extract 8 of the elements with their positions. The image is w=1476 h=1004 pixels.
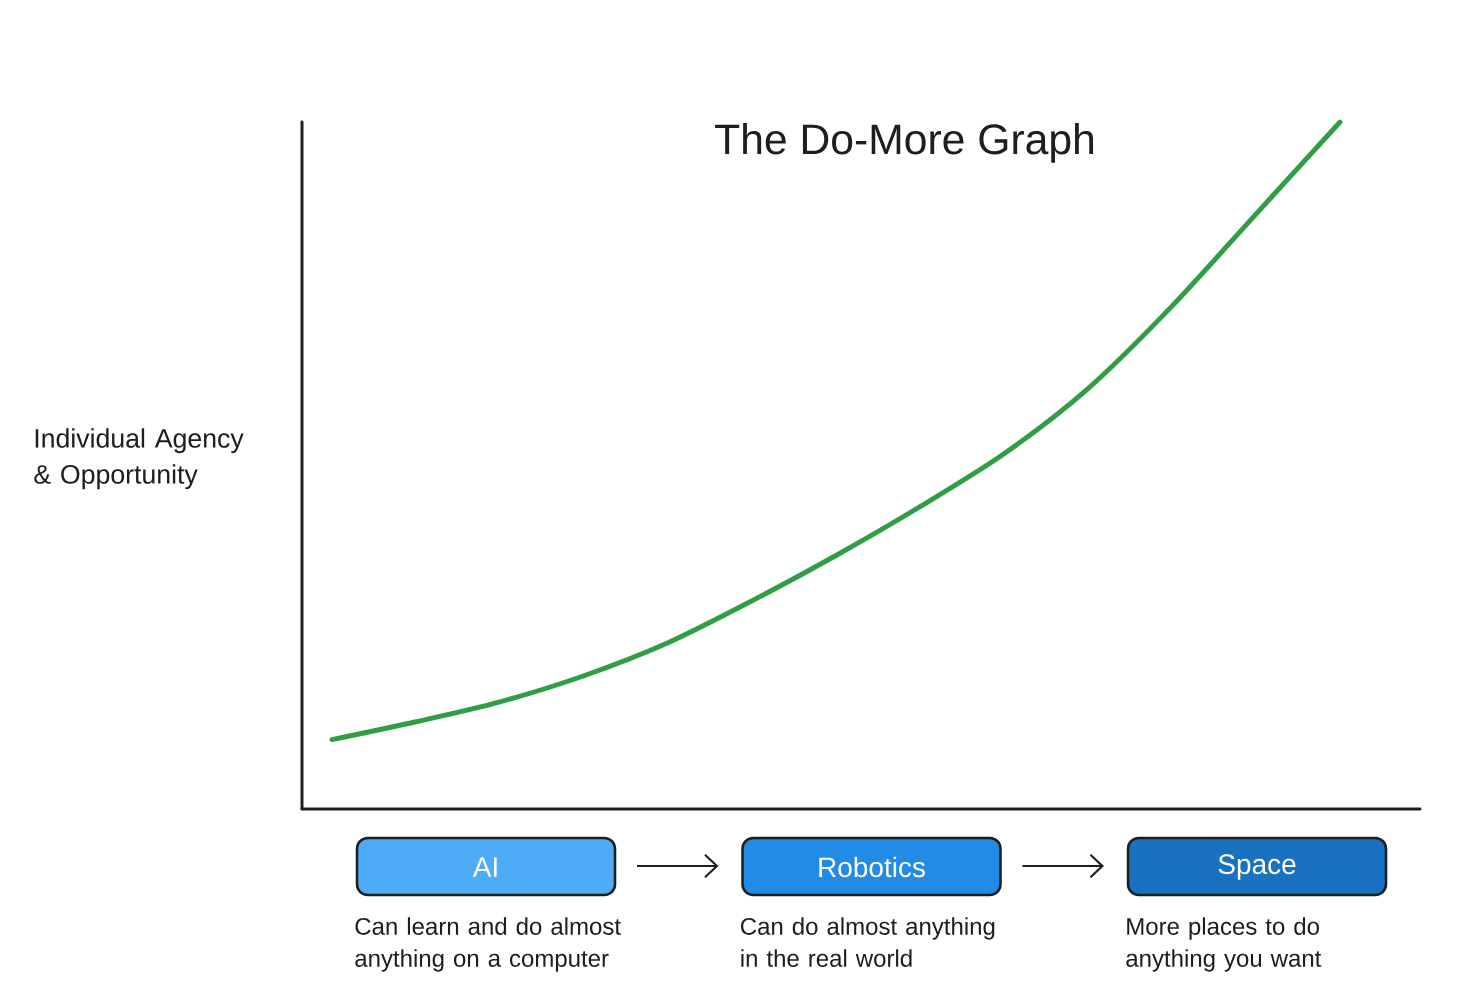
text: Space	[1218, 854, 1296, 880]
text: Can do almost anything in the real world	[740, 917, 995, 967]
text: More places to do anything you want	[1126, 917, 1322, 972]
y-axis-title: Individual Agency & Opportunity	[34, 428, 244, 490]
text: Can learn and do almost anything on a computer	[355, 917, 621, 972]
chart-title: The Do-More Graph	[715, 123, 1094, 163]
text: Robotics	[819, 856, 925, 878]
text: AI	[472, 857, 497, 877]
